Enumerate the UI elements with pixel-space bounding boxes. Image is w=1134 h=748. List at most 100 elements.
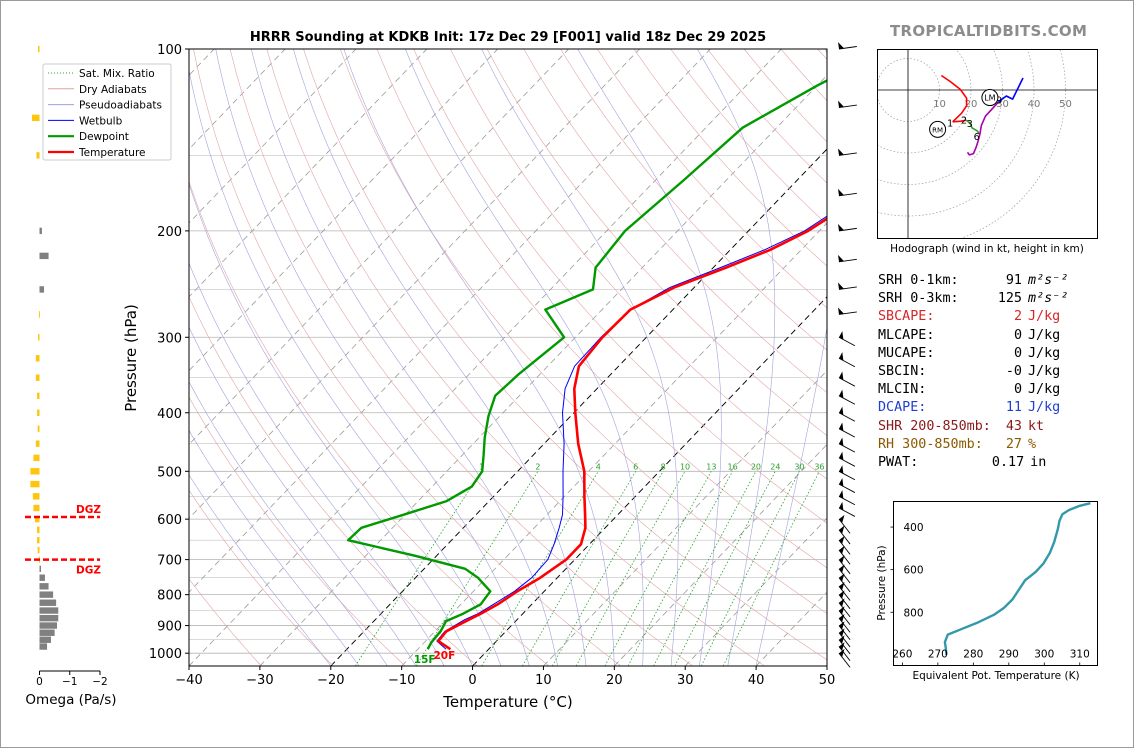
left-mover-label: LM: [984, 94, 995, 103]
dgz-label: DGZ: [76, 504, 101, 516]
isotherm-line: [330, 148, 827, 666]
y-tick-label: 100: [157, 43, 182, 58]
hodograph-ring-label: 30: [996, 99, 1009, 110]
minus20-isotherm: [330, 148, 827, 666]
y-tick-label: 600: [157, 513, 182, 528]
stat-value: 27: [1005, 436, 1022, 452]
omega-x-tick-label: −2: [92, 676, 107, 688]
isotherm-line: [543, 370, 827, 666]
omega-bar: [36, 152, 40, 159]
theta-e-x-tick-label: 270: [928, 649, 948, 661]
stat-row: SBCIN: -0 J/kg: [878, 363, 1090, 381]
omega-x-tick-label: −1: [62, 676, 77, 688]
omega-bar: [31, 114, 40, 122]
omega-bar: [30, 468, 40, 475]
hodograph-height-label: 3: [967, 119, 973, 130]
wind-barb: [838, 598, 851, 618]
theta-e-x-tick-label: 280: [963, 649, 983, 661]
y-tick-label: 700: [157, 554, 182, 569]
hodograph-trace: [979, 101, 1000, 135]
wind-barb: [838, 465, 856, 481]
y-tick-label: 900: [157, 620, 182, 635]
mixing-ratio-label: 30: [794, 462, 804, 471]
omega-bar: [32, 493, 40, 500]
wind-barb: [838, 371, 856, 387]
omega-bar: [39, 252, 49, 260]
x-tick-label: 20: [606, 673, 623, 688]
stat-row: MLCAPE: 0 J/kg: [878, 327, 1090, 345]
legend-entry: Pseudoadiabats: [79, 100, 162, 112]
mixing-ratio-line: [415, 471, 539, 666]
x-axis-label: Temperature (°C): [442, 693, 572, 711]
wind-barb: [838, 590, 851, 610]
stat-value: 0: [1013, 345, 1022, 361]
x-tick-label: 50: [819, 673, 836, 688]
hodograph-trace: [966, 134, 981, 156]
pseudoadiabat: [755, 49, 827, 666]
wind-barb: [838, 564, 851, 584]
omega-bar: [35, 440, 40, 447]
right-mover-label: RM: [932, 126, 943, 134]
x-tick-label: 0: [468, 673, 476, 688]
wind-barb: [838, 621, 851, 641]
wind-barb: [838, 451, 856, 467]
wind-barb: [838, 188, 857, 197]
mixing-ratio-line: [722, 471, 820, 666]
stat-label: PWAT:: [878, 455, 919, 471]
stat-unit: in: [1030, 455, 1047, 471]
stat-row: SHR 200-850mb: 43 kt: [878, 418, 1090, 436]
theta-e-profile: [943, 502, 1091, 655]
y-tick-label: 800: [157, 589, 182, 604]
mixing-ratio-line: [627, 471, 733, 666]
dry-adiabat: [229, 49, 693, 666]
hodograph-panel: 10 20 30 40 50 1 2 36 9LM RM Hodograph (wind in k…: [877, 49, 1098, 255]
omega-bar: [39, 286, 45, 293]
wind-barb: [838, 100, 857, 108]
mixing-ratio-line: [700, 471, 800, 666]
hodograph-ring-label: 20: [965, 99, 978, 110]
wind-barb: [838, 389, 856, 405]
stat-label: SHR 200-850mb:: [878, 418, 991, 434]
omega-bar: [37, 409, 40, 416]
mixing-ratio-line: [481, 471, 599, 666]
pseudoadiabat: [215, 49, 530, 666]
theta-e-x-tick-label: 310: [1070, 649, 1090, 661]
stat-row: PWAT: 0.17 in: [878, 454, 1090, 472]
wind-barb: [838, 514, 851, 534]
omega-bar: [30, 480, 40, 488]
x-tick-label: −30: [246, 673, 273, 688]
wind-barb: [838, 648, 851, 668]
wind-barb: [838, 352, 856, 368]
stat-label: RH 300-850mb:: [878, 436, 983, 452]
dry-adiabat: [189, 180, 550, 666]
pseudoadiabat: [293, 49, 587, 666]
sounding-stats: SRH 0-1km: 91 m²s⁻² SRH 0-3km: 125 m²s⁻² SBCAP…: [878, 272, 1090, 472]
x-tick-label: 40: [748, 673, 765, 688]
mixing-ratio-line: [575, 471, 686, 666]
omega-bar: [37, 392, 40, 400]
dry-adiabat: [560, 49, 827, 351]
wind-barb: [838, 490, 856, 506]
stat-label: MLCAPE:: [878, 327, 935, 343]
stat-label: MUCAPE:: [878, 345, 935, 361]
pseudoadiabat: [405, 49, 644, 666]
stat-unit: kt: [1028, 418, 1045, 434]
right-mover-marker: [929, 120, 947, 138]
wind-barb: [838, 422, 856, 438]
wind-barb: [838, 42, 857, 50]
omega-bar: [37, 536, 40, 544]
hodograph-ring-label: 40: [1028, 99, 1041, 110]
hodograph-trace: [965, 119, 981, 136]
pseudoadiabat: [189, 429, 360, 666]
pseudoadiabat: [251, 49, 558, 666]
omega-bar: [33, 454, 40, 462]
stat-row: SRH 0-3km: 125 m²s⁻²: [878, 290, 1090, 308]
legend-entry: Sat. Mix. Ratio: [79, 68, 155, 80]
isotherm-line: [189, 49, 357, 224]
stat-value: 125: [997, 291, 1022, 307]
wetbulb-profile: [436, 215, 827, 650]
stat-unit: %: [1028, 436, 1037, 452]
wind-barb: [838, 477, 856, 493]
stat-label: DCAPE:: [878, 400, 927, 416]
wind-barb: [838, 331, 856, 347]
